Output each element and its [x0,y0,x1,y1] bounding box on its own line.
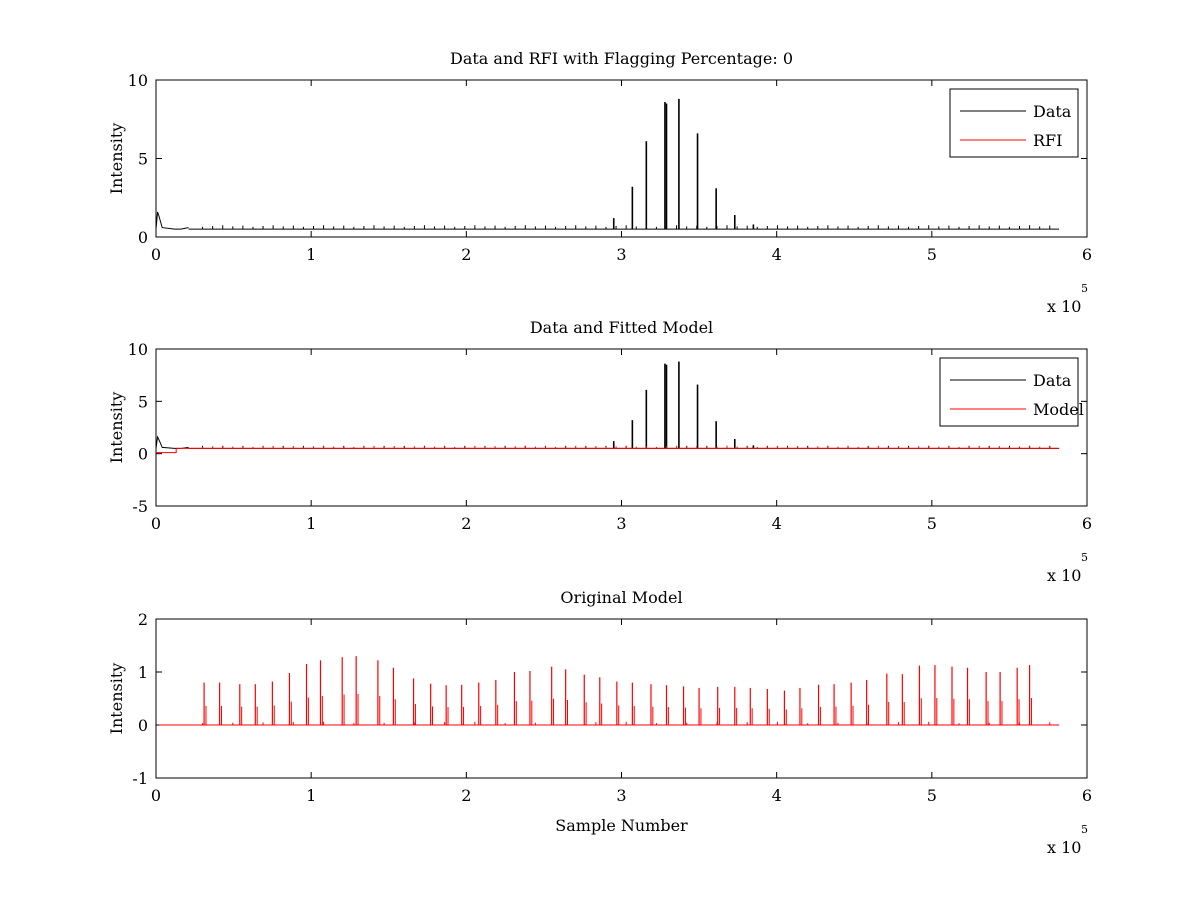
y-tick-label: 5 [138,150,148,169]
x-tick-label: 0 [151,514,161,533]
legend-box [939,357,1079,427]
x-tick-label: 1 [306,245,316,264]
y-tick-label: 0 [138,716,148,735]
y-tick-label: -5 [132,497,148,516]
x-tick-label: 2 [461,245,471,264]
x-tick-label: 5 [927,786,937,805]
series-model [156,445,1060,454]
y-tick-label: 1 [138,663,148,682]
legend-label: Data [1033,371,1072,390]
series-data [156,98,1060,230]
series-start-transient [156,211,189,230]
axes-box [155,618,1088,779]
y-tick-label: -1 [132,769,148,788]
series-model [159,656,1060,726]
x-tick-label: 0 [151,245,161,264]
legend: Data Model [939,357,1084,427]
x-tick-label: 3 [616,245,626,264]
chart-title: Data and RFI with Flagging Percentage: 0 [450,49,793,68]
series-start-transient [156,435,189,449]
x-exponent-label: x 10 [1047,838,1081,857]
x-tick-label: 4 [772,245,782,264]
x-exponent-power: 5 [1081,823,1088,836]
axes-box [155,79,1088,238]
x-exponent-label: x 10 [1047,566,1081,585]
legend-label: RFI [1033,131,1062,150]
x-tick-label: 4 [772,514,782,533]
y-tick-label: 0 [138,228,148,247]
legend-label: Model [1033,400,1084,419]
y-tick-label: 0 [138,445,148,464]
plot-area [156,361,1060,454]
x-axis-label: Sample Number [555,816,688,835]
x-tick-label: 0 [151,786,161,805]
legend: Data RFI [949,88,1079,158]
chart-title: Original Model [560,588,682,607]
x-tick-label: 6 [1082,514,1092,533]
subplot-1: Data and RFI with Flagging Percentage: 0… [107,49,1092,316]
x-tick-label: 6 [1082,245,1092,264]
x-tick-label: 4 [772,786,782,805]
x-exponent-power: 5 [1081,551,1088,564]
x-tick-label: 1 [306,514,316,533]
x-tick-label: 6 [1082,786,1092,805]
series-start-transient [156,448,177,454]
y-axis-label: Intensity [107,123,126,195]
y-axis-label: Intensity [107,663,126,735]
plot-area [159,656,1060,726]
x-exponent-label: x 10 [1047,297,1081,316]
x-tick-label: 5 [927,514,937,533]
x-tick-label: 3 [616,786,626,805]
x-tick-label: 3 [616,514,626,533]
legend-box [949,88,1079,158]
y-tick-label: 5 [138,392,148,411]
chart-title: Data and Fitted Model [530,318,713,337]
x-tick-label: 5 [927,245,937,264]
y-axis-label: Intensity [107,392,126,464]
x-exponent-power: 5 [1081,282,1088,295]
y-tick-label: 10 [128,71,148,90]
x-tick-label: 2 [461,514,471,533]
y-tick-label: 10 [128,340,148,359]
legend-label: Data [1033,102,1072,121]
plot-area [156,98,1060,230]
y-tick-label: 2 [138,610,148,629]
x-tick-label: 1 [306,786,316,805]
series-data [156,361,1060,449]
x-tick-label: 2 [461,786,471,805]
